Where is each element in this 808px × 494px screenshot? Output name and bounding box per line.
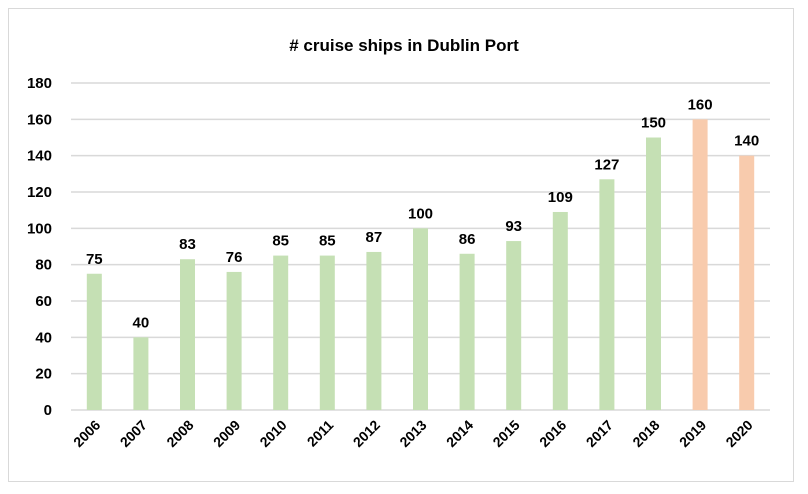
- x-tick-label: 2018: [629, 417, 662, 450]
- bar-2009: [226, 271, 242, 410]
- x-tick-label: 2017: [583, 417, 616, 450]
- data-label: 100: [408, 205, 433, 222]
- data-label: 127: [594, 156, 619, 173]
- data-label: 76: [226, 249, 243, 266]
- y-tick-label: 0: [44, 402, 52, 419]
- bar-2013: [413, 228, 428, 410]
- x-tick-label: 2015: [489, 417, 522, 450]
- bar-2020: [739, 155, 755, 410]
- bar-2010: [273, 255, 289, 410]
- data-label: 85: [319, 233, 336, 250]
- bar-2015: [506, 241, 522, 410]
- y-tick-label: 180: [27, 75, 52, 92]
- data-label: 40: [133, 314, 150, 331]
- bar-2018: [646, 137, 661, 410]
- bar-2007: [133, 337, 149, 410]
- data-label: 160: [688, 96, 713, 113]
- x-tick-label: 2016: [536, 417, 569, 450]
- bar-2016: [552, 211, 568, 410]
- data-label: 85: [272, 233, 289, 250]
- y-tick-label: 140: [27, 148, 52, 165]
- bar-2017: [599, 179, 615, 410]
- bar-2006: [86, 273, 102, 410]
- data-label: 75: [86, 251, 103, 268]
- data-label: 86: [459, 231, 476, 248]
- y-tick-label: 120: [27, 184, 52, 201]
- data-label: 140: [734, 133, 759, 150]
- x-tick-label: 2006: [70, 417, 103, 450]
- y-tick-label: 20: [35, 366, 52, 383]
- x-tick-label: 2013: [396, 417, 429, 450]
- chart-frame: [8, 8, 794, 482]
- data-label: 109: [548, 189, 573, 206]
- y-tick-label: 40: [35, 329, 52, 346]
- x-tick-label: 2011: [304, 417, 337, 450]
- data-label: 93: [505, 218, 522, 235]
- data-label: 83: [179, 236, 196, 253]
- y-tick-label: 60: [35, 293, 52, 310]
- data-label: 150: [641, 115, 666, 132]
- bar-2011: [319, 255, 335, 410]
- bar-2012: [366, 251, 382, 410]
- data-label: 87: [366, 229, 383, 246]
- bar-2008: [180, 259, 195, 410]
- x-tick-label: 2020: [722, 417, 755, 450]
- x-tick-label: 2008: [163, 417, 196, 450]
- x-tick-label: 2009: [210, 417, 243, 450]
- x-tick-label: 2019: [676, 417, 709, 450]
- x-tick-label: 2014: [443, 417, 476, 450]
- y-tick-label: 80: [35, 257, 52, 274]
- chart-title: # cruise ships in Dublin Port: [289, 36, 519, 55]
- bar-2019: [692, 119, 708, 410]
- bar-2014: [459, 253, 475, 410]
- x-tick-label: 2012: [350, 417, 383, 450]
- x-tick-label: 2007: [117, 417, 150, 450]
- x-tick-label: 2010: [256, 417, 289, 450]
- y-tick-label: 160: [27, 111, 52, 128]
- y-tick-label: 100: [27, 220, 52, 237]
